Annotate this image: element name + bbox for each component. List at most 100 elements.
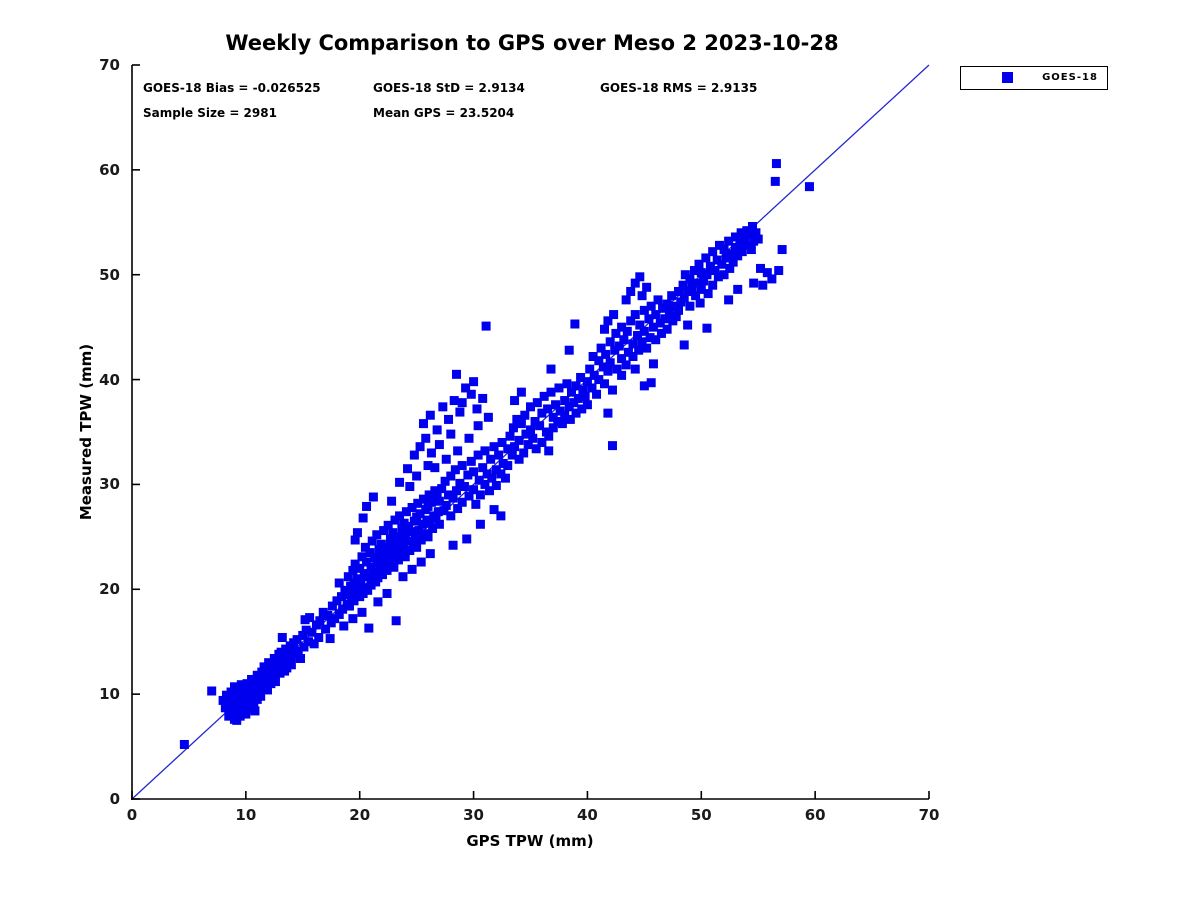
- scatter-point: [463, 470, 473, 480]
- scatter-point: [508, 423, 518, 433]
- scatter-point: [589, 370, 599, 380]
- scatter-point: [733, 251, 743, 261]
- scatter-point: [603, 366, 613, 376]
- scatter-point: [406, 527, 416, 537]
- y-tick-label: 50: [99, 265, 120, 284]
- scatter-point: [343, 590, 353, 600]
- scatter-point: [702, 270, 712, 280]
- scatter-point: [453, 504, 463, 514]
- scatter-point: [573, 393, 583, 403]
- scatter-point: [241, 709, 251, 719]
- scatter-point: [433, 507, 443, 517]
- scatter-point: [260, 679, 270, 689]
- scatter-point: [237, 702, 247, 712]
- scatter-point: [546, 364, 556, 374]
- scatter-point: [472, 404, 482, 414]
- scatter-point: [535, 421, 545, 431]
- scatter-point: [461, 383, 471, 393]
- scatter-point: [390, 515, 400, 525]
- scatter-point: [719, 245, 729, 255]
- scatter-point: [600, 379, 610, 389]
- scatter-point: [777, 245, 787, 255]
- scatter-point: [334, 578, 344, 588]
- scatter-point: [382, 588, 392, 598]
- scatter-point: [582, 400, 592, 410]
- y-tick-label: 30: [99, 475, 120, 494]
- scatter-point: [426, 448, 436, 458]
- scatter-point: [605, 337, 615, 347]
- scatter-point: [305, 613, 315, 623]
- scatter-point: [356, 576, 366, 586]
- y-tick-label: 60: [99, 160, 120, 179]
- scatter-point: [321, 624, 331, 634]
- scatter-point: [286, 660, 296, 670]
- scatter-point: [553, 417, 563, 427]
- scatter-point: [489, 505, 499, 515]
- scatter-point: [617, 370, 627, 380]
- scatter-point: [671, 312, 681, 322]
- scatter-point: [721, 253, 731, 263]
- scatter-point: [299, 642, 309, 652]
- scatter-point: [537, 437, 547, 447]
- scatter-point: [421, 433, 431, 443]
- scatter-point: [603, 316, 613, 326]
- y-tick-label: 70: [99, 56, 120, 74]
- scatter-point: [473, 421, 483, 431]
- scatter-point: [512, 414, 522, 424]
- scatter-point: [530, 417, 540, 427]
- scatter-point: [749, 236, 759, 246]
- scatter-point: [474, 475, 484, 485]
- scatter-point: [630, 278, 640, 288]
- scatter-point: [364, 623, 374, 633]
- scatter-point: [516, 387, 526, 397]
- scatter-point: [446, 429, 456, 439]
- scatter-point: [713, 272, 723, 282]
- scatter-point: [674, 305, 684, 315]
- scatter-point: [548, 423, 558, 433]
- scatter-point: [395, 537, 405, 547]
- scatter-point: [389, 540, 399, 550]
- scatter-point: [588, 352, 598, 362]
- scatter-point: [486, 454, 496, 464]
- scatter-point: [315, 616, 325, 626]
- scatter-point: [450, 465, 460, 475]
- scatter-point: [576, 372, 586, 382]
- scatter-point: [598, 362, 608, 372]
- scatter-point: [679, 340, 689, 350]
- scatter-point: [611, 328, 621, 338]
- legend-label: GOES-18: [1042, 72, 1098, 83]
- scatter-point: [363, 585, 373, 595]
- scatter-point: [231, 700, 241, 710]
- scatter-point: [475, 490, 485, 500]
- x-tick-label: 50: [690, 806, 712, 824]
- scatter-point: [692, 278, 702, 288]
- scatter-point: [705, 261, 715, 271]
- scatter-point: [451, 486, 461, 496]
- scatter-point: [737, 247, 747, 257]
- scatter-point: [372, 558, 382, 568]
- scatter-point: [516, 419, 526, 429]
- scatter-point: [696, 284, 706, 294]
- scatter-point: [449, 396, 459, 406]
- scatter-point: [368, 492, 378, 502]
- scatter-point: [496, 511, 506, 521]
- scatter-point: [364, 572, 374, 582]
- scatter-point: [314, 633, 324, 643]
- scatter-point: [403, 464, 413, 474]
- scatter-point: [430, 463, 440, 473]
- scatter-point: [480, 479, 490, 489]
- scatter-point: [242, 679, 252, 689]
- scatter-point: [531, 444, 541, 454]
- scatter-point: [462, 534, 472, 544]
- scatter-point: [708, 280, 718, 290]
- scatter-point: [264, 673, 274, 683]
- scatter-point: [250, 706, 260, 716]
- scatter-point: [248, 688, 258, 698]
- scatter-point: [712, 255, 722, 265]
- scatter-point: [464, 433, 474, 443]
- scatter-point: [562, 379, 572, 389]
- scatter-point: [426, 497, 436, 507]
- scatter-point: [384, 560, 394, 570]
- scatter-point: [623, 347, 633, 357]
- scatter-point: [446, 471, 456, 481]
